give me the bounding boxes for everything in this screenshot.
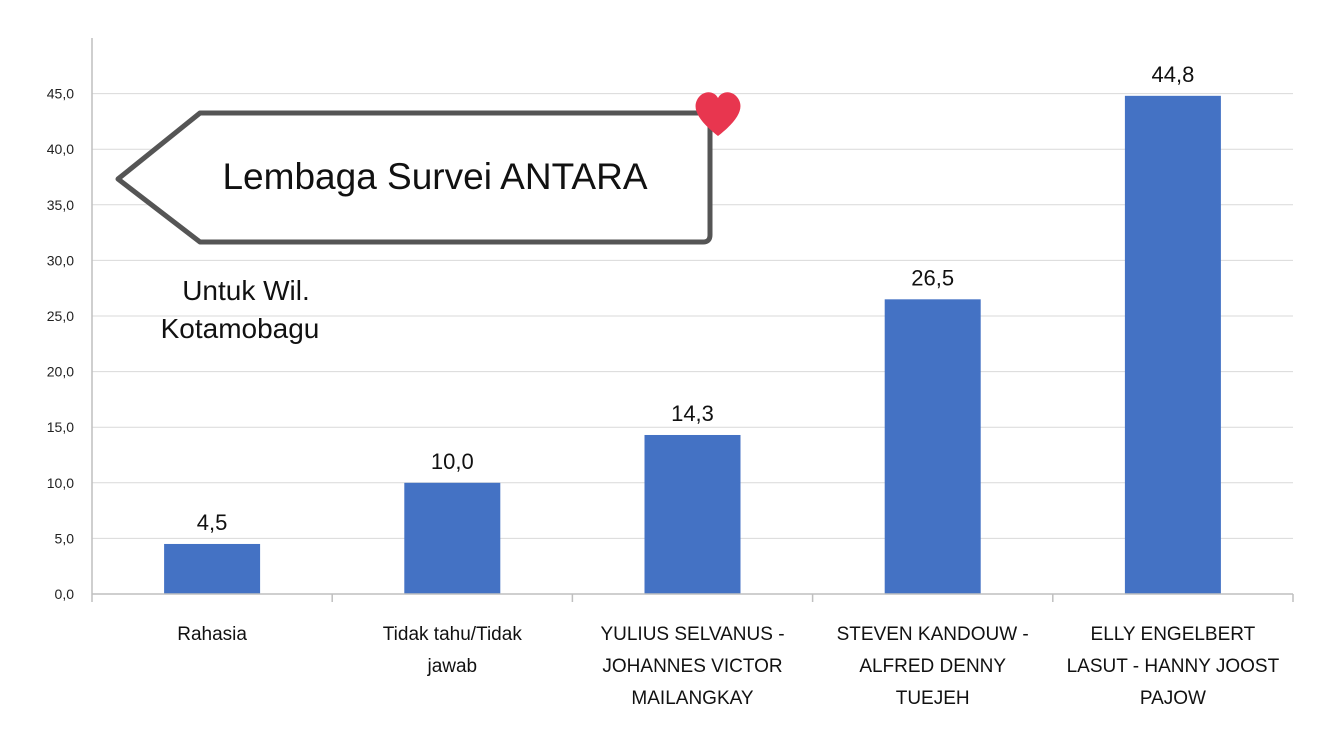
data-label: 4,5 bbox=[197, 510, 228, 535]
data-label: 10,0 bbox=[431, 449, 474, 474]
category-label: MAILANGKAY bbox=[631, 688, 753, 709]
y-tick-label: 20,0 bbox=[47, 364, 74, 380]
y-tick-label: 15,0 bbox=[47, 419, 74, 435]
bar bbox=[404, 482, 501, 594]
axes bbox=[91, 38, 1294, 602]
data-label: 44,8 bbox=[1151, 62, 1194, 87]
category-label: STEVEN KANDOUW - bbox=[837, 624, 1029, 645]
bar bbox=[164, 543, 261, 594]
category-label: JOHANNES VICTOR bbox=[602, 656, 782, 677]
y-tick-label: 40,0 bbox=[47, 141, 74, 157]
source-callout: Lembaga Survei ANTARA bbox=[115, 92, 741, 245]
category-label: LASUT - HANNY JOOST bbox=[1067, 656, 1280, 677]
y-tick-label: 0,0 bbox=[55, 586, 75, 602]
category-label: jawab bbox=[426, 656, 477, 677]
y-tick-label: 5,0 bbox=[55, 530, 75, 546]
bar bbox=[644, 434, 741, 594]
category-label: Tidak tahu/Tidak bbox=[383, 624, 523, 645]
region-note-line-2: Kotamobagu bbox=[161, 313, 320, 344]
callout-label: Lembaga Survei ANTARA bbox=[222, 156, 647, 197]
category-labels: Rahasia Tidak tahu/Tidak jawab YULIUS SELVA… bbox=[177, 624, 1279, 709]
y-tick-label: 10,0 bbox=[47, 475, 74, 491]
region-note: Untuk Wil. Kotamobagu bbox=[161, 275, 320, 344]
category-label: ELLY ENGELBERT bbox=[1091, 624, 1256, 645]
category-label: PAJOW bbox=[1140, 688, 1206, 709]
data-label: 14,3 bbox=[671, 401, 714, 426]
y-tick-label: 30,0 bbox=[47, 252, 74, 268]
category-label: Rahasia bbox=[177, 624, 247, 645]
y-tick-label: 25,0 bbox=[47, 308, 74, 324]
bar bbox=[1124, 95, 1221, 594]
y-tick-labels: 0,0 5,0 10,0 15,0 20,0 25,0 30,0 35,0 40,0 45,0 bbox=[47, 86, 74, 602]
category-label: YULIUS SELVANUS - bbox=[600, 624, 784, 645]
category-label: TUEJEH bbox=[896, 688, 970, 709]
data-label: 26,5 bbox=[911, 265, 954, 290]
y-tick-label: 45,0 bbox=[47, 86, 74, 102]
bar bbox=[884, 299, 981, 594]
heart-icon bbox=[695, 92, 741, 136]
data-labels: 4,5 10,0 14,3 26,5 44,8 bbox=[197, 62, 1195, 535]
bars bbox=[164, 95, 1221, 594]
region-note-line-1: Untuk Wil. bbox=[182, 275, 310, 306]
y-tick-label: 35,0 bbox=[47, 197, 74, 213]
category-label: ALFRED DENNY bbox=[859, 656, 1006, 677]
